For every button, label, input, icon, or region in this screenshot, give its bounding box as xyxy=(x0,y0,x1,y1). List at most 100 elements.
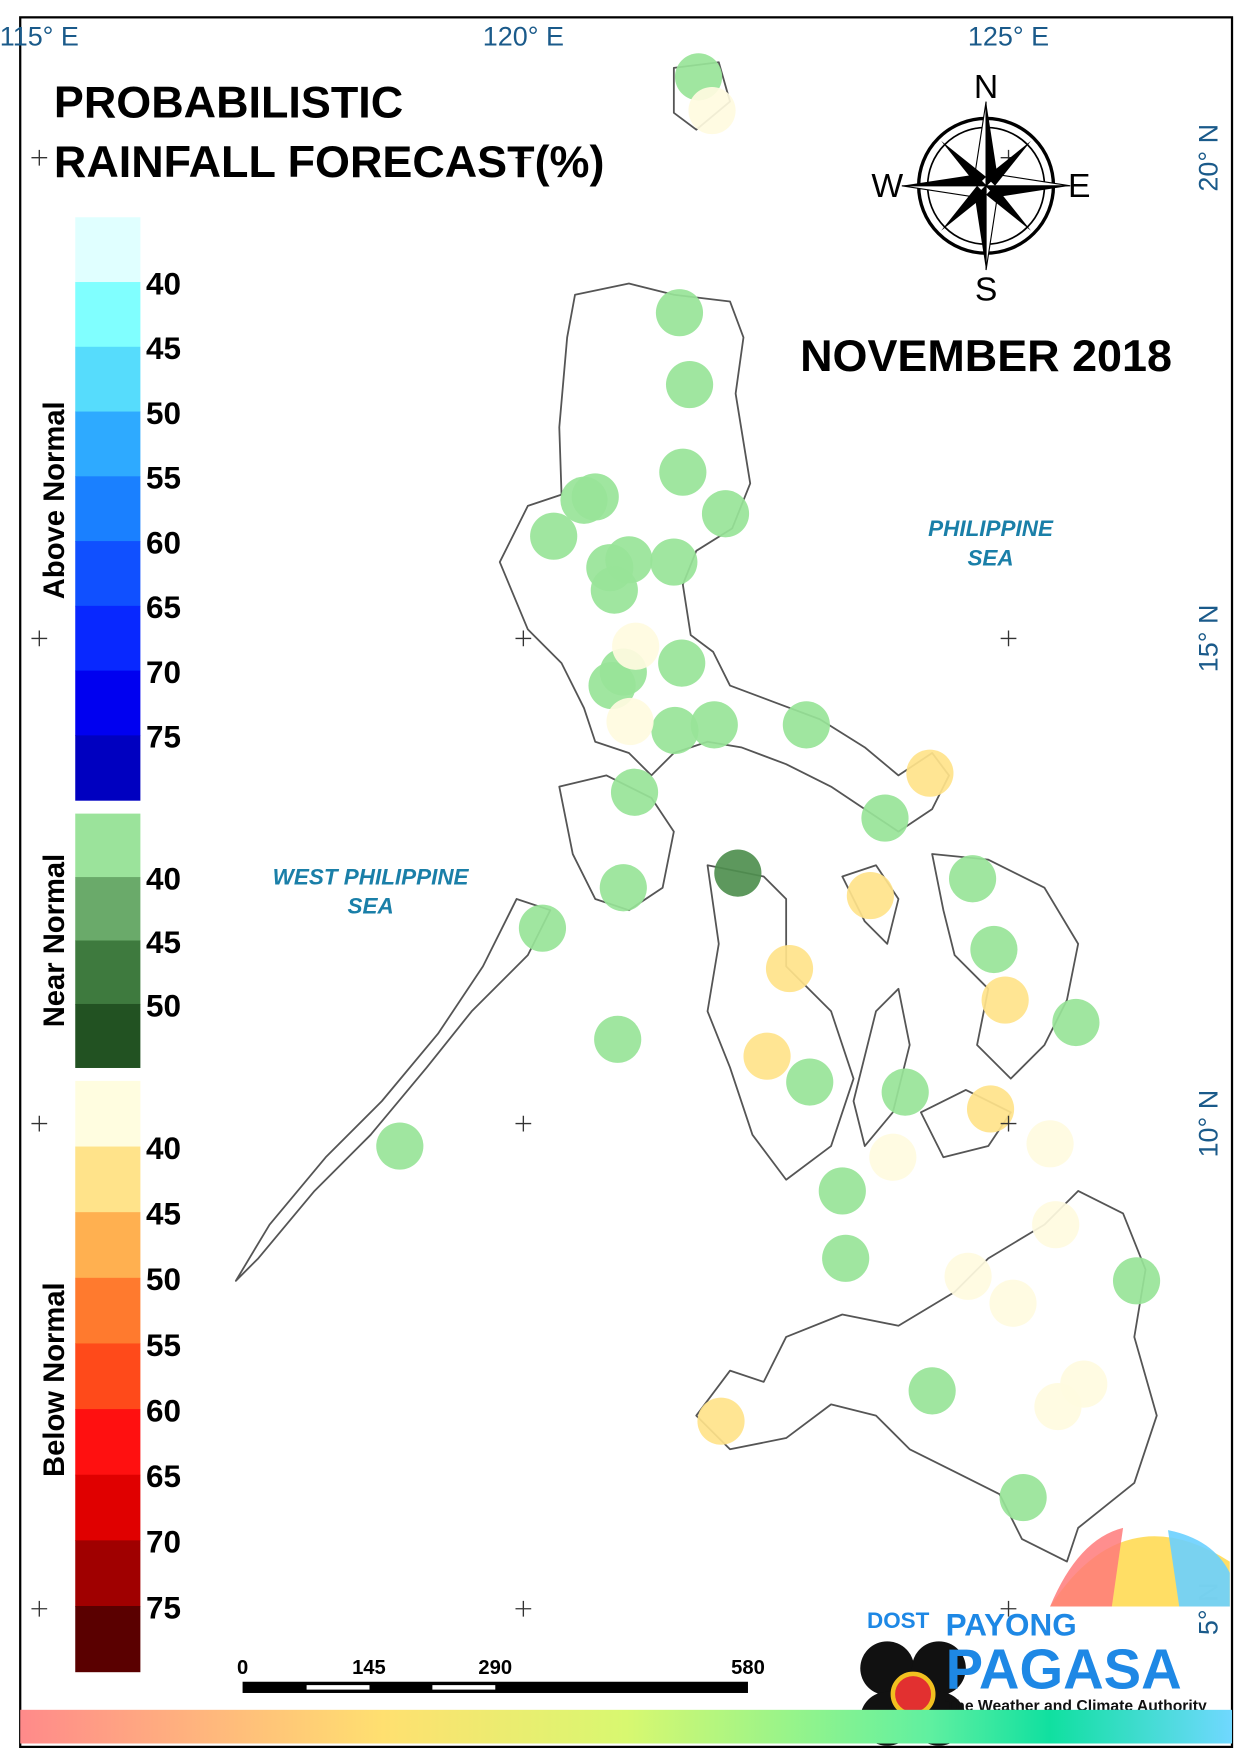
legend-swatch xyxy=(75,282,141,348)
legend-swatch xyxy=(75,1212,141,1279)
forecast-marker xyxy=(822,1234,870,1282)
forecast-marker xyxy=(599,864,647,912)
forecast-marker xyxy=(697,1397,745,1445)
period: NOVEMBER 2018 xyxy=(800,330,1172,381)
forecast-marker xyxy=(659,448,707,496)
legend-label: 45 xyxy=(146,331,181,366)
footer-band xyxy=(20,1709,1233,1744)
forecast-marker xyxy=(530,512,578,560)
legend-label: 70 xyxy=(146,1525,181,1560)
graticule xyxy=(31,149,1017,1617)
compass-label: N xyxy=(974,69,998,106)
forecast-marker xyxy=(376,1122,424,1170)
forecast-marker xyxy=(658,639,706,687)
legend-swatch xyxy=(75,877,141,942)
legend-label: 60 xyxy=(146,1393,181,1428)
forecast-marker xyxy=(518,904,567,952)
compass-label: S xyxy=(975,271,997,308)
legend-swatch xyxy=(75,1474,141,1541)
legend-label: 40 xyxy=(146,861,181,896)
legend-swatch xyxy=(75,940,141,1005)
forecast-marker xyxy=(970,925,1018,974)
forecast-marker xyxy=(714,849,762,897)
compass-label: E xyxy=(1068,168,1090,205)
title: RAINFALL FORECAST(%) xyxy=(54,136,605,187)
legend-swatch xyxy=(75,476,141,542)
legend-swatch xyxy=(75,1409,141,1476)
forecast-marker xyxy=(999,1473,1047,1522)
legend-label: 40 xyxy=(146,266,181,301)
latitude-label: 20° N xyxy=(1193,124,1223,192)
legend-swatch xyxy=(75,1146,141,1213)
legend-swatch xyxy=(75,1003,141,1068)
logo-agency: DOST xyxy=(867,1608,930,1633)
legend-label: 40 xyxy=(146,1131,181,1166)
logo-brand-top: PAYONG xyxy=(946,1608,1077,1643)
forecast-marker xyxy=(1052,998,1100,1047)
forecast-marker xyxy=(610,768,659,816)
legend-label: 65 xyxy=(146,1459,181,1494)
forecast-marker xyxy=(944,1252,992,1300)
scale-label: 290 xyxy=(478,1657,512,1679)
legend-swatch xyxy=(75,1540,141,1607)
forecast-marker xyxy=(688,86,736,135)
scale-bar: 0 145 290 580 xyxy=(237,1657,765,1693)
legend-label: 60 xyxy=(146,525,181,560)
legend-group-label: Above Normal xyxy=(39,401,71,599)
legend-label: 45 xyxy=(146,1197,181,1232)
scale-label: 580 xyxy=(731,1657,765,1679)
legend-swatch xyxy=(75,541,141,607)
sea-labels: PHILIPPINE SEA WEST PHILIPPINE SEA xyxy=(273,516,1054,918)
legend-swatch xyxy=(75,1277,141,1345)
legend-label: 70 xyxy=(146,655,181,690)
longitude-labels: 115° E 120° E 125° E xyxy=(0,21,1049,51)
forecast-marker xyxy=(782,701,830,749)
forecast-marker xyxy=(786,1058,834,1106)
legend-group-label: Near Normal xyxy=(39,854,71,1028)
legend-group-label: Below Normal xyxy=(39,1282,71,1477)
compass-label: W xyxy=(871,168,903,205)
legend-label: 50 xyxy=(146,1262,181,1297)
longitude-label: 120° E xyxy=(483,21,564,51)
forecast-marker xyxy=(655,289,704,337)
forecast-marker xyxy=(588,661,636,710)
forecast-marker xyxy=(594,1015,642,1063)
legend-swatch xyxy=(75,813,141,878)
logo-brand: PAGASA xyxy=(946,1637,1182,1700)
forecast-marker xyxy=(612,622,660,670)
sea-label: PHILIPPINE xyxy=(928,516,1054,541)
legend-label: 55 xyxy=(146,461,181,496)
forecast-marker xyxy=(765,945,814,993)
forecast-marker xyxy=(665,361,714,409)
legend-swatch xyxy=(75,670,141,736)
legend-label: 65 xyxy=(146,590,181,625)
legend-label: 75 xyxy=(146,720,181,755)
longitude-label: 115° E xyxy=(0,21,79,51)
forecast-marker xyxy=(846,872,894,920)
legend-swatch xyxy=(75,346,141,413)
forecast-marker xyxy=(590,566,638,614)
forecast-marker xyxy=(701,490,750,538)
forecast-marker xyxy=(1026,1120,1074,1168)
forecast-marker xyxy=(981,976,1029,1024)
forecast-marker xyxy=(743,1032,791,1080)
forecast-marker xyxy=(906,749,954,797)
forecast-marker xyxy=(1032,1201,1080,1249)
legend-swatch xyxy=(75,217,141,283)
latitude-label: 15° N xyxy=(1193,605,1223,673)
forecast-marker xyxy=(571,473,619,521)
latitude-label: 10° N xyxy=(1193,1090,1223,1158)
forecast-marker xyxy=(881,1068,929,1116)
legend-label: 45 xyxy=(146,925,181,960)
forecast-marker xyxy=(1112,1257,1161,1305)
sea-label: SEA xyxy=(348,894,394,919)
forecast-marker xyxy=(989,1279,1037,1327)
scale-label: 0 xyxy=(237,1657,248,1679)
legend-label: 55 xyxy=(146,1328,181,1363)
sea-label: SEA xyxy=(967,545,1013,570)
compass-rose: N S W E xyxy=(871,69,1090,308)
forecast-marker xyxy=(908,1367,956,1415)
scale-label: 145 xyxy=(352,1657,386,1679)
legend-swatch xyxy=(75,1080,141,1148)
